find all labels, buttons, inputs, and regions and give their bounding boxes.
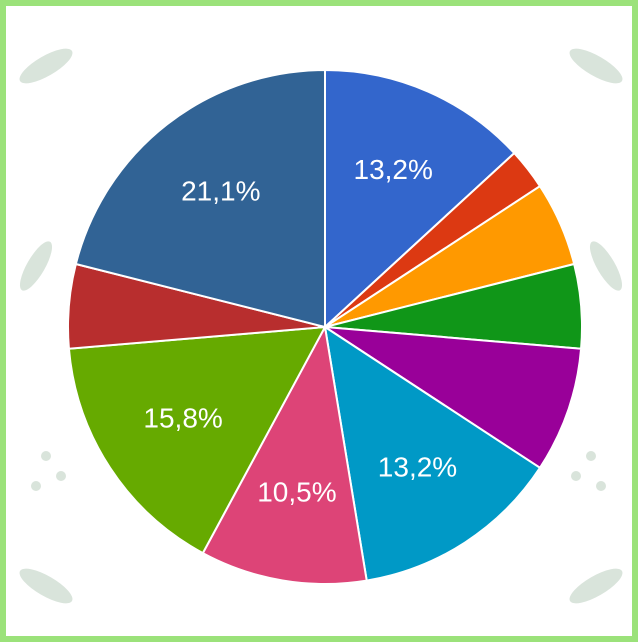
chart: 13,2% 13,2% 10,5% 15,8% 21,1%	[6, 6, 632, 636]
data-label: 21,1%	[181, 176, 260, 207]
data-label: 10,5%	[257, 477, 336, 508]
data-label: 13,2%	[354, 154, 433, 185]
data-label: 13,2%	[378, 452, 457, 483]
data-label: 15,8%	[143, 402, 222, 433]
page: 13,2% 13,2% 10,5% 15,8% 21,1%	[0, 0, 638, 642]
